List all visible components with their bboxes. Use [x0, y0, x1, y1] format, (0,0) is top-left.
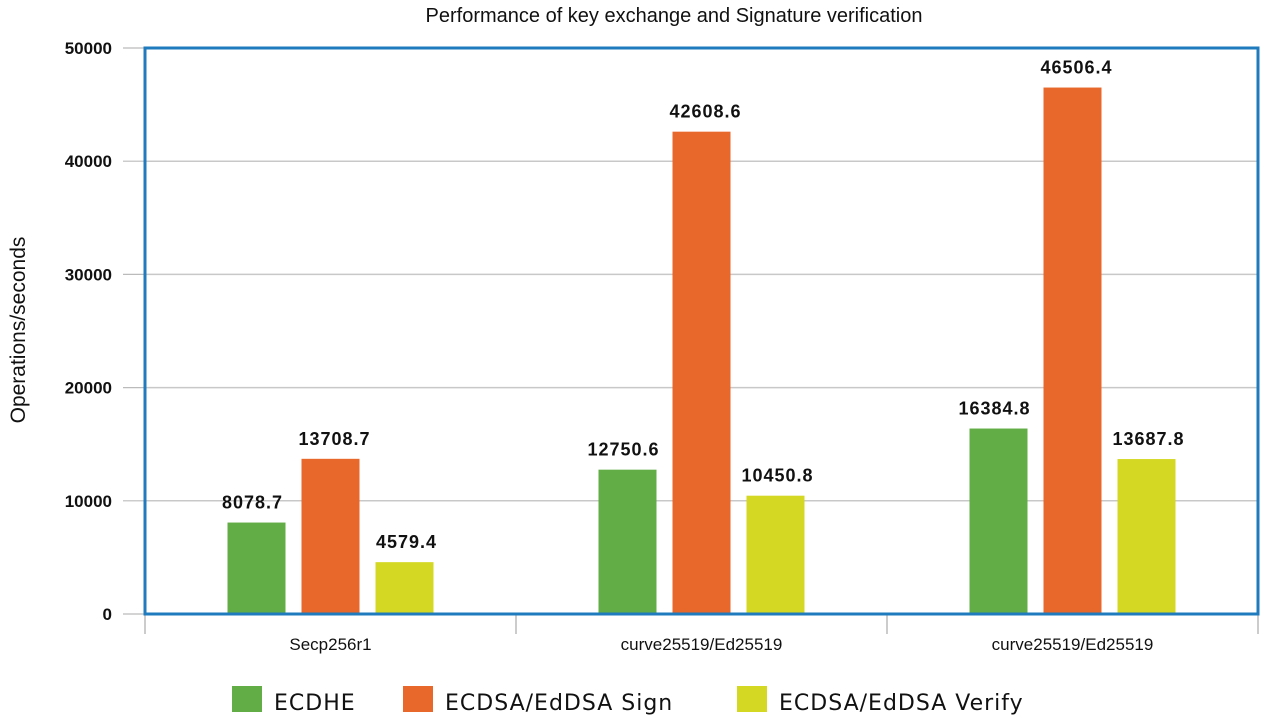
bar	[746, 495, 805, 614]
bars	[227, 87, 1176, 615]
bar	[969, 428, 1028, 614]
bar	[598, 469, 657, 614]
y-tick-label: 30000	[65, 265, 112, 284]
y-tick-label: 10000	[65, 492, 112, 511]
legend-label: ECDSA/EdDSA Verify	[779, 691, 1024, 716]
legend-swatch	[232, 686, 262, 712]
bar	[375, 562, 434, 614]
data-labels: 8078.7 13708.7 4579.4 12750.6 42608.6 10450.8…	[222, 58, 1184, 553]
x-tick-labels: Secp256r1 curve25519/Ed25519 curve25519/Ed…	[289, 635, 1153, 654]
y-axis-label: Operations/seconds	[7, 237, 30, 424]
bar	[301, 458, 360, 614]
legend-label: ECDSA/EdDSA Sign	[445, 691, 673, 716]
x-tick-label: Secp256r1	[289, 635, 371, 654]
bar	[1117, 459, 1176, 614]
data-label: 16384.8	[958, 399, 1030, 419]
legend: ECDHE ECDSA/EdDSA Sign ECDSA/EdDSA Verify	[232, 686, 1024, 716]
legend-swatch	[403, 686, 433, 712]
bar	[1043, 87, 1102, 615]
bar	[227, 522, 286, 614]
y-tick-label: 40000	[65, 152, 112, 171]
data-label: 12750.6	[587, 440, 659, 460]
chart-title: Performance of key exchange and Signatur…	[426, 5, 923, 27]
legend-item: ECDHE	[232, 686, 356, 716]
legend-label: ECDHE	[274, 691, 356, 716]
data-label: 10450.8	[741, 466, 813, 486]
data-label: 13687.8	[1112, 429, 1184, 449]
y-tick-labels: 0 10000 20000 30000 40000 50000	[65, 39, 112, 624]
legend-swatch	[737, 686, 767, 712]
data-label: 4579.4	[376, 532, 437, 552]
legend-item: ECDSA/EdDSA Verify	[737, 686, 1024, 716]
y-tick-label: 20000	[65, 379, 112, 398]
plot-frame	[123, 46, 1260, 634]
data-label: 46506.4	[1040, 58, 1112, 78]
data-label: 42608.6	[669, 102, 741, 122]
y-tick-label: 0	[103, 605, 112, 624]
bar	[672, 131, 731, 614]
plot-border	[143, 46, 1260, 616]
data-label: 13708.7	[298, 429, 370, 449]
data-label: 8078.7	[222, 493, 283, 513]
x-tick-label: curve25519/Ed25519	[992, 635, 1154, 654]
y-tick-label: 50000	[65, 39, 112, 58]
legend-item: ECDSA/EdDSA Sign	[403, 686, 673, 716]
x-tick-label: curve25519/Ed25519	[621, 635, 783, 654]
